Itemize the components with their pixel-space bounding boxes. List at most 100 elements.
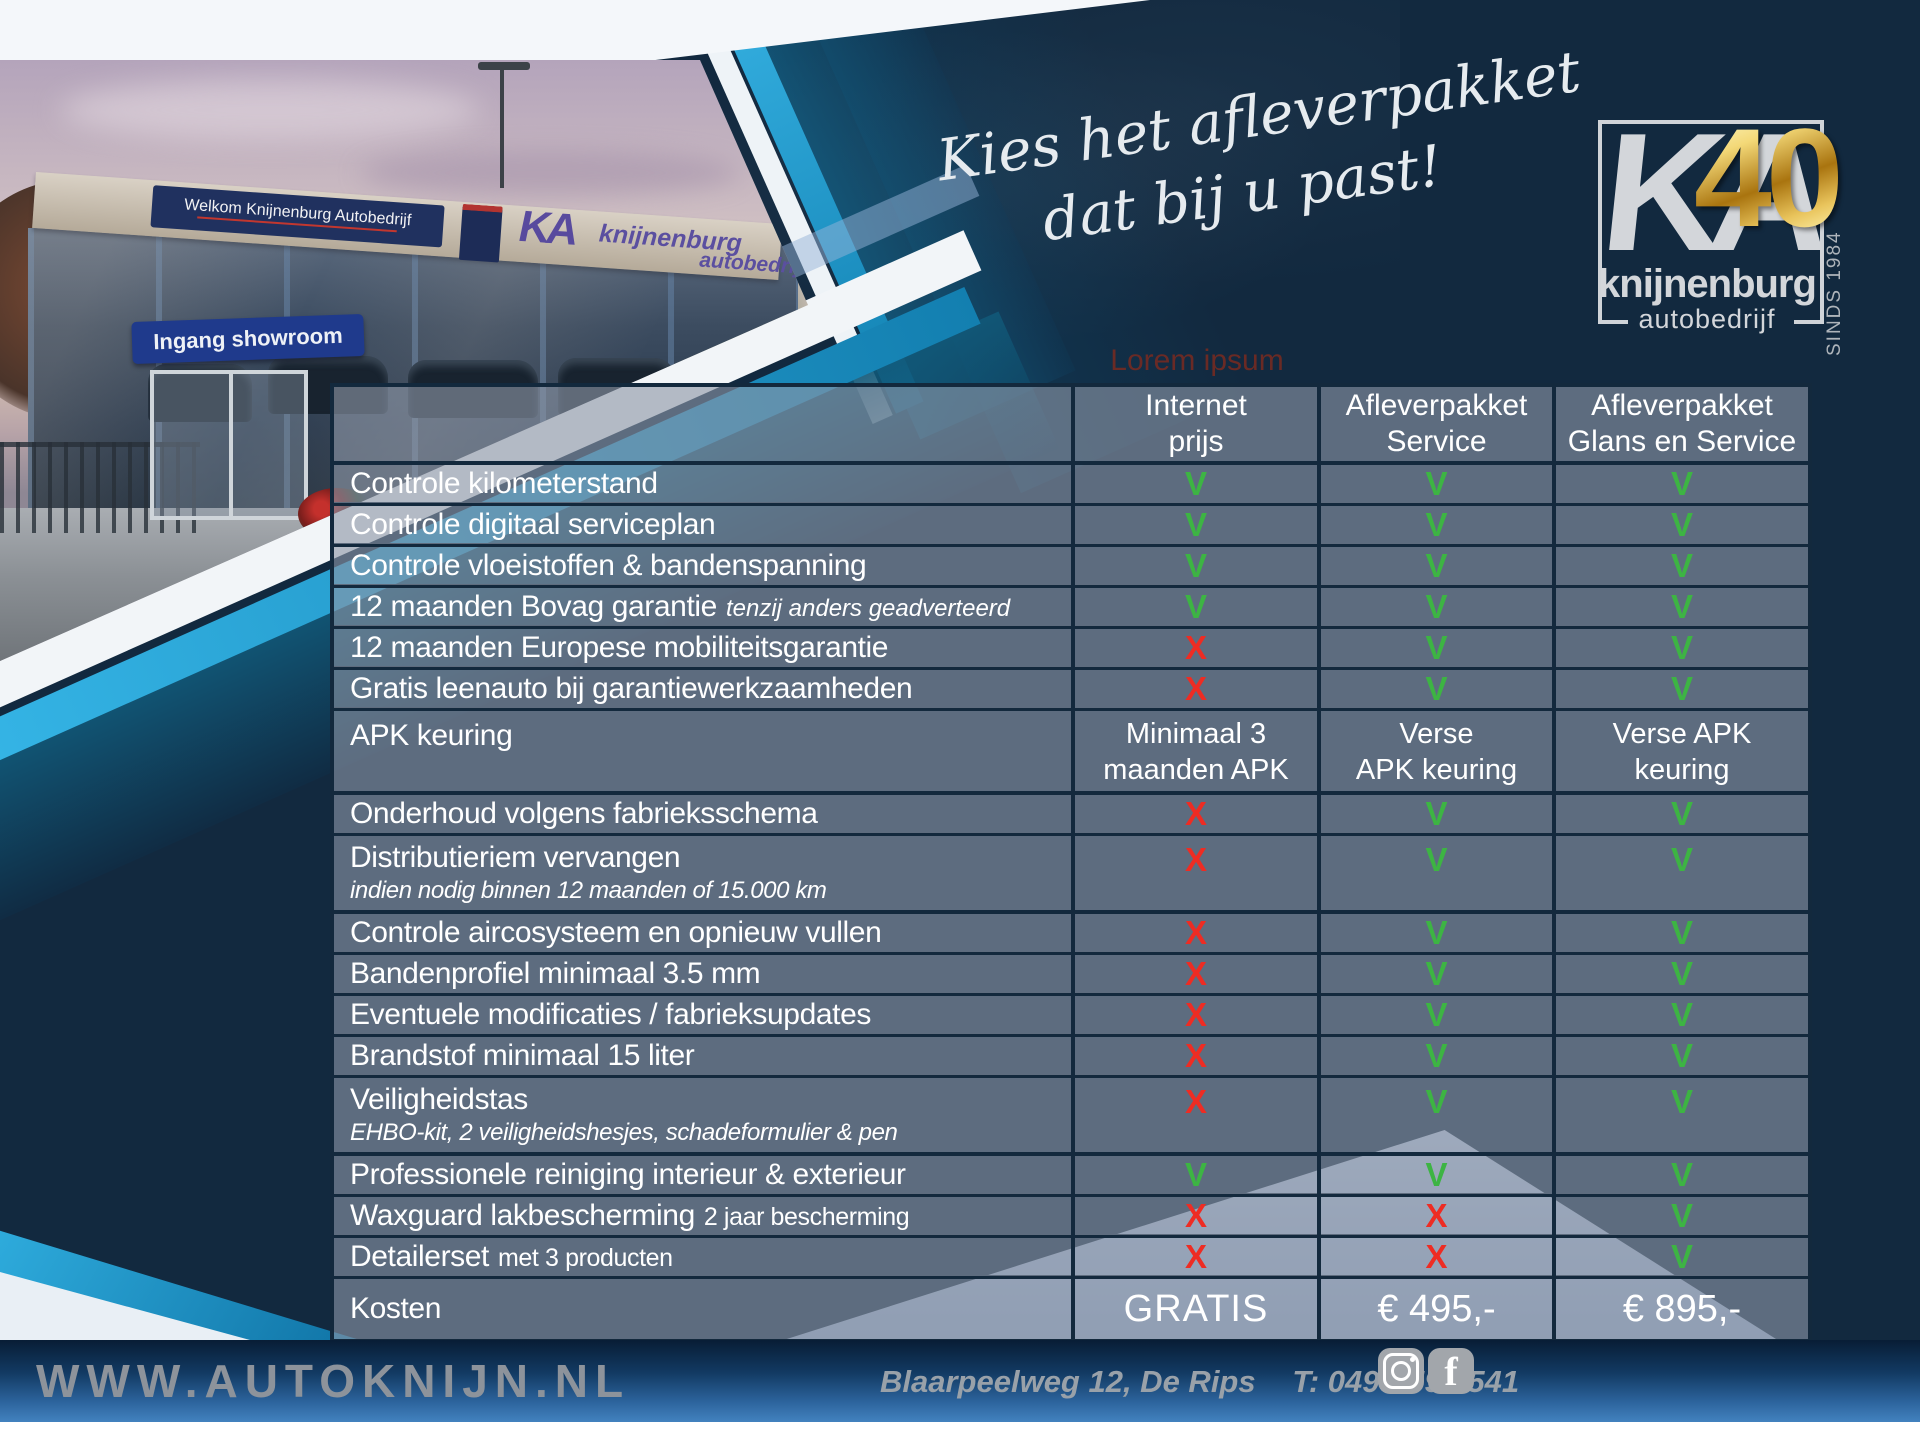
cell-service: V xyxy=(1321,836,1556,910)
cell-service: X xyxy=(1321,1197,1556,1235)
row-label: Controle vloeistoffen & bandenspanning xyxy=(334,547,1075,585)
row-label: Kosten xyxy=(334,1279,1075,1339)
row-label-line: 12 maanden Europese mobiliteitsgarantie xyxy=(350,631,888,665)
row-label-text: Bandenprofiel minimaal 3.5 mm xyxy=(350,957,761,990)
row-label: Veiligheidstas EHBO-kit, 2 veiligheidshes… xyxy=(334,1078,1075,1152)
cell-internet: X xyxy=(1075,914,1321,952)
row-label-text: 12 maanden Bovag garantie xyxy=(350,590,717,623)
row-label-line: Brandstof minimaal 15 liter xyxy=(350,1039,695,1073)
row-label-line: APK keuring xyxy=(350,719,513,753)
cell-service: V xyxy=(1321,465,1556,503)
photo-flagpole xyxy=(500,68,504,188)
row-label-text: Professionele reiniging interieur & exte… xyxy=(350,1158,906,1191)
instagram-frame xyxy=(1383,1353,1419,1389)
check-mark: V xyxy=(1425,547,1448,584)
check-mark: V xyxy=(1670,465,1693,502)
instagram-dot xyxy=(1410,1357,1415,1362)
cell-internet: V xyxy=(1075,588,1321,626)
cell-glans: V xyxy=(1556,588,1808,626)
cell-glans: Verse APK keuring xyxy=(1556,711,1808,791)
cell-internet: X xyxy=(1075,670,1321,708)
row-label-text: 12 maanden Europese mobiliteitsgarantie xyxy=(350,631,889,664)
cell-text-line: keuring xyxy=(1634,754,1730,786)
row-label: Controle kilometerstand xyxy=(334,465,1075,503)
check-mark: V xyxy=(1670,629,1693,666)
cell-glans: € 895,- xyxy=(1556,1279,1808,1339)
row-label-text: Distributieriem vervangen xyxy=(350,841,681,874)
check-mark: V xyxy=(1184,547,1207,584)
cell-glans: V xyxy=(1556,465,1808,503)
table-row: Onderhoud volgens fabrieksschema X V V xyxy=(334,795,1808,836)
cell-glans: V xyxy=(1556,1078,1808,1152)
cell-internet: X xyxy=(1075,955,1321,993)
check-mark: V xyxy=(1425,955,1448,992)
check-mark: V xyxy=(1670,1156,1693,1193)
row-label: Waxguard lakbescherming 2 jaar beschermin… xyxy=(334,1197,1075,1235)
header-line2: Service xyxy=(1386,425,1487,458)
photo-weathervane xyxy=(478,62,530,70)
logo-frame-segment xyxy=(1794,320,1824,324)
row-label-text: APK keuring xyxy=(350,719,513,752)
row-label-line: Onderhoud volgens fabrieksschema xyxy=(350,797,818,831)
table-row: Veiligheidstas EHBO-kit, 2 veiligheidshes… xyxy=(334,1078,1808,1156)
logo-frame-segment xyxy=(1598,320,1628,324)
table-row: Waxguard lakbescherming 2 jaar beschermin… xyxy=(334,1197,1808,1238)
logo-frame xyxy=(1598,120,1824,324)
cell-service: V xyxy=(1321,588,1556,626)
table-row: 12 maanden Bovag garantie tenzij anders g… xyxy=(334,588,1808,629)
cross-mark: X xyxy=(1184,841,1207,878)
check-mark: V xyxy=(1184,506,1207,543)
row-label: Controle aircosysteem en opnieuw vullen xyxy=(334,914,1075,952)
photo-entrance-door xyxy=(150,370,308,520)
row-label: Onderhoud volgens fabrieksschema xyxy=(334,795,1075,833)
cell-internet: V xyxy=(1075,547,1321,585)
cell-internet: X xyxy=(1075,836,1321,910)
check-mark: V xyxy=(1425,629,1448,666)
cell-service: V xyxy=(1321,1078,1556,1152)
table-row: Controle kilometerstand V V V xyxy=(334,465,1808,506)
row-label-line: Detailerset met 3 producten xyxy=(350,1240,673,1274)
row-label-text: Brandstof minimaal 15 liter xyxy=(350,1039,695,1072)
table-row: Detailerset met 3 producten X X V xyxy=(334,1238,1808,1279)
cross-mark: X xyxy=(1184,1197,1207,1234)
cell-glans: V xyxy=(1556,547,1808,585)
footer-bar: WWW.AUTOKNIJN.NL Blaarpeelweg 12, De Rip… xyxy=(0,1340,1920,1422)
row-label-suffix: met 3 producten xyxy=(498,1244,673,1272)
check-mark: V xyxy=(1184,465,1207,502)
table-row: Kosten GRATIS € 495,- € 895,- xyxy=(334,1279,1808,1339)
table-row: Controle aircosysteem en opnieuw vullen X… xyxy=(334,914,1808,955)
row-label-line: Eventuele modificaties / fabrieksupdates xyxy=(350,998,871,1032)
cell-service: V xyxy=(1321,996,1556,1034)
row-label: Professionele reiniging interieur & exte… xyxy=(334,1156,1075,1194)
instagram-icon[interactable] xyxy=(1378,1348,1424,1394)
check-mark: V xyxy=(1184,588,1207,625)
row-label-text: Controle aircosysteem en opnieuw vullen xyxy=(350,916,882,949)
cell-internet: V xyxy=(1075,506,1321,544)
row-label-line: Gratis leenauto bij garantiewerkzaamhede… xyxy=(350,672,913,706)
header-line1: Internet xyxy=(1145,389,1247,422)
row-label-line: Waxguard lakbescherming 2 jaar beschermin… xyxy=(350,1199,910,1233)
row-label: Gratis leenauto bij garantiewerkzaamhede… xyxy=(334,670,1075,708)
row-label: Detailerset met 3 producten xyxy=(334,1238,1075,1276)
website-link[interactable]: WWW.AUTOKNIJN.NL xyxy=(36,1355,631,1407)
cell-internet: X xyxy=(1075,1238,1321,1276)
cell-glans: V xyxy=(1556,1197,1808,1235)
check-mark: V xyxy=(1425,506,1448,543)
cell-internet: X xyxy=(1075,1037,1321,1075)
check-mark: V xyxy=(1670,795,1693,832)
header-label-cell xyxy=(334,387,1075,461)
check-mark: V xyxy=(1670,996,1693,1033)
row-label-text: Controle vloeistoffen & bandenspanning xyxy=(350,549,867,582)
instagram-lens xyxy=(1391,1361,1411,1381)
table-row: Brandstof minimaal 15 liter X V V xyxy=(334,1037,1808,1078)
check-mark: V xyxy=(1670,841,1693,878)
photo-bosch-sign xyxy=(458,203,503,263)
cell-glans: V xyxy=(1556,1037,1808,1075)
table-row: Eventuele modificaties / fabrieksupdates… xyxy=(334,996,1808,1037)
cell-service: V xyxy=(1321,506,1556,544)
cell-text: Verse APK keuring xyxy=(1356,716,1517,788)
check-mark: V xyxy=(1670,1083,1693,1120)
logo-subtitle: autobedrijf xyxy=(1638,304,1776,334)
facebook-icon[interactable]: f xyxy=(1428,1348,1474,1394)
cross-mark: X xyxy=(1184,670,1207,707)
